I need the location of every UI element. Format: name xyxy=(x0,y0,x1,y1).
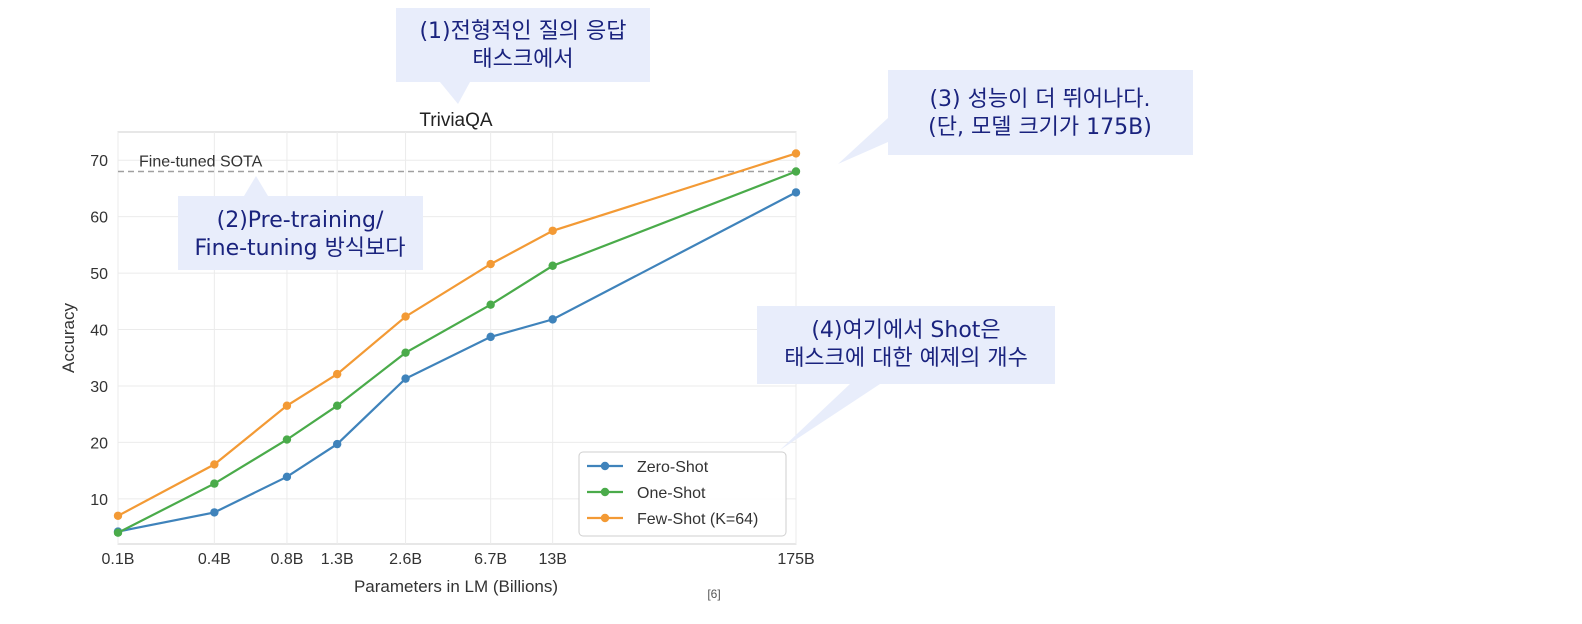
legend-label: One-Shot xyxy=(637,485,706,502)
legend-swatch-marker xyxy=(600,461,610,471)
callout-shot-line-1: (4)여기에서 Shot은 xyxy=(811,318,1000,343)
series-line xyxy=(117,170,797,534)
callout-performance: (3) 성능이 더 뛰어나다. (단, 모델 크기가 175B) xyxy=(838,70,1193,164)
y-tick-label: 50 xyxy=(90,266,108,283)
callout-qa-task-box xyxy=(396,8,650,82)
y-axis-label: Accuracy xyxy=(59,303,78,373)
y-tick-label: 70 xyxy=(90,153,108,170)
callout-shot-pointer xyxy=(780,384,880,450)
data-point xyxy=(548,315,557,324)
data-point xyxy=(332,369,342,379)
y-tick-label: 60 xyxy=(90,210,108,227)
data-point xyxy=(401,348,410,357)
callout-pretraining-line-2: Fine-tuning 방식보다 xyxy=(194,236,405,261)
data-point xyxy=(282,401,292,410)
series-few-shot-k-64 xyxy=(113,149,801,520)
data-point xyxy=(332,439,342,449)
x-tick-label: 175B xyxy=(777,551,814,568)
data-point xyxy=(401,312,410,321)
data-point xyxy=(791,167,801,176)
data-point xyxy=(486,259,495,269)
callout-qa-task-line-2: 태스크에서 xyxy=(472,47,573,72)
callout-shot: (4)여기에서 Shot은 태스크에 대한 예제의 개수 xyxy=(757,306,1055,450)
legend-label: Few-Shot (K=64) xyxy=(637,511,758,528)
data-point xyxy=(791,188,801,197)
data-point xyxy=(548,226,557,235)
series-line xyxy=(117,191,797,533)
legend-swatch-marker xyxy=(600,487,610,497)
y-tick-label: 20 xyxy=(90,435,108,452)
data-point xyxy=(210,460,219,469)
data-point xyxy=(113,511,123,520)
series-one-shot xyxy=(113,167,801,537)
callout-performance-box xyxy=(888,70,1193,155)
x-tick-label: 6.7B xyxy=(474,551,507,568)
y-tick-label: 10 xyxy=(90,492,108,509)
callout-shot-box xyxy=(757,306,1055,384)
y-tick-label: 30 xyxy=(90,379,108,396)
x-axis-label: Parameters in LM (Billions) xyxy=(354,577,558,596)
y-tick-label: 40 xyxy=(90,323,108,340)
x-tick-label: 1.3B xyxy=(321,551,354,568)
data-point xyxy=(210,479,219,488)
data-point xyxy=(210,508,219,517)
data-point xyxy=(332,401,342,410)
callout-pretraining-box xyxy=(178,196,423,270)
x-tick-label: 13B xyxy=(538,551,566,568)
legend-swatch-marker xyxy=(600,513,610,523)
x-ticks: 0.1B 0.4B 0.8B 1.3B 2.6B 6.7B 13B 175B xyxy=(102,551,815,568)
callout-performance-pointer xyxy=(838,118,888,164)
callout-pretraining-pointer xyxy=(244,176,268,196)
legend: Zero-Shot One-Shot Few-Shot (K=64) xyxy=(578,451,787,537)
legend-label: Zero-Shot xyxy=(637,459,709,476)
callout-performance-line-2: (단, 모델 크기가 175B) xyxy=(928,115,1152,140)
callout-performance-line-1: (3) 성능이 더 뛰어나다. xyxy=(929,87,1150,112)
callout-qa-task-pointer xyxy=(440,82,470,104)
data-point xyxy=(548,261,557,270)
y-ticks: 10 20 30 40 50 60 70 xyxy=(90,153,108,509)
data-point xyxy=(486,332,495,342)
chart-title: TriviaQA xyxy=(419,110,493,131)
x-tick-label: 2.6B xyxy=(389,551,422,568)
citation: [6] xyxy=(707,587,720,601)
series-group xyxy=(113,149,801,537)
data-point xyxy=(791,149,801,158)
callout-qa-task: (1)전형적인 질의 응답 태스크에서 xyxy=(396,8,650,104)
callout-shot-line-2: 태스크에 대한 예제의 개수 xyxy=(784,346,1028,371)
data-point xyxy=(486,300,495,309)
x-tick-label: 0.4B xyxy=(198,551,231,568)
callout-qa-task-line-1: (1)전형적인 질의 응답 xyxy=(419,19,626,44)
x-tick-label: 0.8B xyxy=(270,551,303,568)
legend-entries: Zero-Shot One-Shot Few-Shot (K=64) xyxy=(587,459,758,528)
data-point xyxy=(282,472,292,482)
legend-box xyxy=(578,451,787,537)
data-point xyxy=(113,528,123,537)
callout-pretraining-line-1: (2)Pre-training/ xyxy=(217,208,384,233)
data-point xyxy=(282,435,292,444)
sota-label: Fine-tuned SOTA xyxy=(139,154,263,171)
callout-pretraining: (2)Pre-training/ Fine-tuning 방식보다 xyxy=(178,176,423,270)
series-line xyxy=(117,152,797,517)
data-point xyxy=(401,374,410,383)
x-tick-label: 0.1B xyxy=(102,551,135,568)
